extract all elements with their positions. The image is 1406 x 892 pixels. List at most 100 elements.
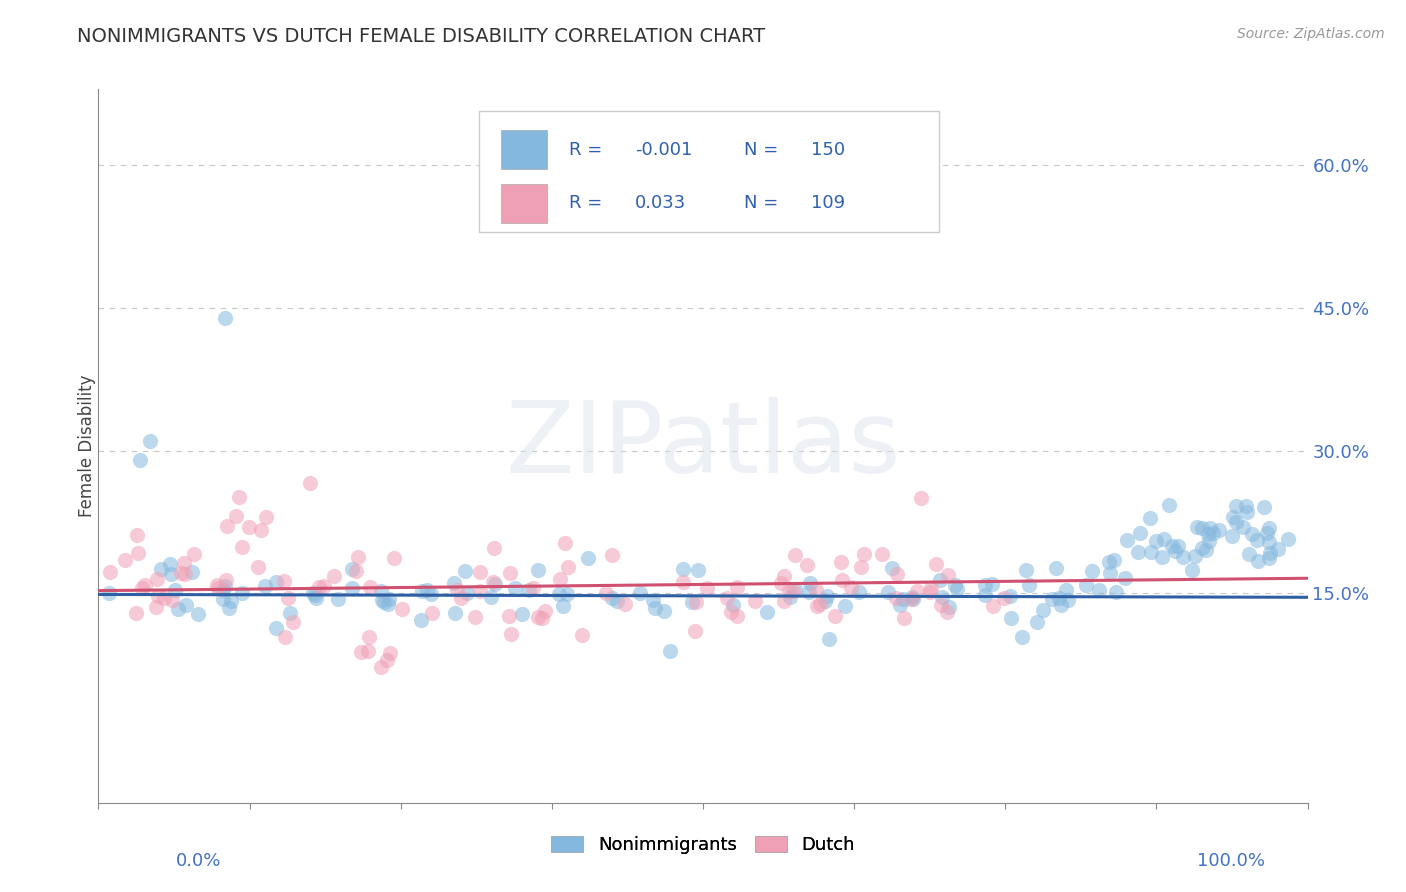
Point bbox=[378, 592, 401, 607]
Point bbox=[308, 580, 330, 594]
Point bbox=[1246, 533, 1268, 547]
Point bbox=[720, 605, 742, 619]
Point bbox=[935, 605, 957, 619]
Point bbox=[1258, 546, 1281, 560]
Point bbox=[1225, 500, 1247, 514]
Point bbox=[299, 475, 322, 490]
Point bbox=[1185, 519, 1208, 533]
Point bbox=[127, 546, 149, 560]
Point bbox=[482, 541, 505, 555]
Point bbox=[600, 591, 623, 605]
Point bbox=[681, 594, 703, 608]
Point bbox=[974, 578, 997, 592]
Point bbox=[744, 593, 766, 607]
Point bbox=[797, 585, 820, 599]
Point bbox=[1253, 500, 1275, 515]
Point bbox=[839, 580, 862, 594]
Point bbox=[273, 574, 295, 589]
Point bbox=[228, 490, 250, 504]
Point bbox=[1045, 561, 1067, 575]
Point bbox=[1167, 539, 1189, 553]
Point bbox=[274, 630, 297, 644]
Point bbox=[1258, 551, 1281, 566]
Point bbox=[250, 524, 273, 538]
Point bbox=[278, 606, 301, 620]
Point bbox=[1195, 542, 1218, 557]
Text: 150: 150 bbox=[811, 141, 845, 159]
Point bbox=[725, 609, 748, 624]
Point bbox=[145, 600, 167, 615]
Point bbox=[672, 562, 695, 576]
Point bbox=[1144, 534, 1167, 549]
Point bbox=[891, 592, 914, 607]
Point bbox=[170, 566, 193, 581]
Point bbox=[925, 557, 948, 571]
Text: -0.001: -0.001 bbox=[636, 141, 693, 159]
Point bbox=[146, 572, 169, 586]
Point bbox=[1114, 571, 1136, 585]
Text: ZIPatlas: ZIPatlas bbox=[505, 398, 901, 494]
Point bbox=[373, 595, 395, 609]
Point bbox=[134, 578, 156, 592]
Point bbox=[1026, 615, 1049, 629]
Point bbox=[357, 644, 380, 658]
Point bbox=[1184, 549, 1206, 564]
Point bbox=[931, 590, 953, 604]
Point bbox=[778, 584, 800, 599]
Point bbox=[378, 646, 401, 660]
Point bbox=[644, 601, 666, 615]
Point bbox=[600, 548, 623, 562]
Bar bbox=[501, 130, 547, 169]
Point bbox=[1139, 511, 1161, 525]
Text: Source: ZipAtlas.com: Source: ZipAtlas.com bbox=[1237, 27, 1385, 41]
Point bbox=[659, 644, 682, 658]
Point bbox=[444, 607, 467, 621]
Point bbox=[725, 580, 748, 594]
Point bbox=[1237, 547, 1260, 561]
Point bbox=[1081, 564, 1104, 578]
Point bbox=[595, 586, 617, 600]
Point bbox=[628, 586, 651, 600]
Point bbox=[114, 553, 136, 567]
Point bbox=[851, 559, 873, 574]
Point bbox=[929, 599, 952, 613]
Point bbox=[464, 609, 486, 624]
Point bbox=[1267, 541, 1289, 556]
Point bbox=[277, 591, 299, 605]
Point bbox=[1157, 499, 1180, 513]
Point bbox=[1018, 578, 1040, 592]
Point bbox=[225, 508, 247, 523]
Point bbox=[1115, 533, 1137, 547]
Point bbox=[1087, 582, 1109, 597]
Point bbox=[1011, 630, 1033, 644]
Point bbox=[831, 574, 853, 588]
Point bbox=[371, 593, 394, 607]
Point bbox=[1208, 523, 1230, 537]
Point bbox=[468, 583, 491, 598]
Point bbox=[773, 569, 796, 583]
Point bbox=[872, 547, 894, 561]
Point bbox=[783, 548, 806, 562]
Point bbox=[484, 577, 506, 591]
Point bbox=[533, 604, 555, 618]
Point bbox=[264, 621, 287, 635]
Point bbox=[1257, 521, 1279, 535]
Point bbox=[173, 557, 195, 571]
Point bbox=[1047, 591, 1070, 605]
Point bbox=[527, 563, 550, 577]
Point bbox=[183, 547, 205, 561]
Point bbox=[920, 581, 942, 595]
Point bbox=[884, 591, 907, 606]
Point bbox=[548, 587, 571, 601]
Point bbox=[814, 594, 837, 608]
Point bbox=[824, 609, 846, 624]
Bar bbox=[501, 184, 547, 223]
Point bbox=[799, 576, 821, 591]
Point bbox=[901, 590, 924, 604]
Point bbox=[1032, 603, 1054, 617]
Point bbox=[149, 562, 172, 576]
Point bbox=[357, 631, 380, 645]
Point bbox=[974, 589, 997, 603]
Point bbox=[834, 599, 856, 613]
Point bbox=[672, 575, 695, 590]
